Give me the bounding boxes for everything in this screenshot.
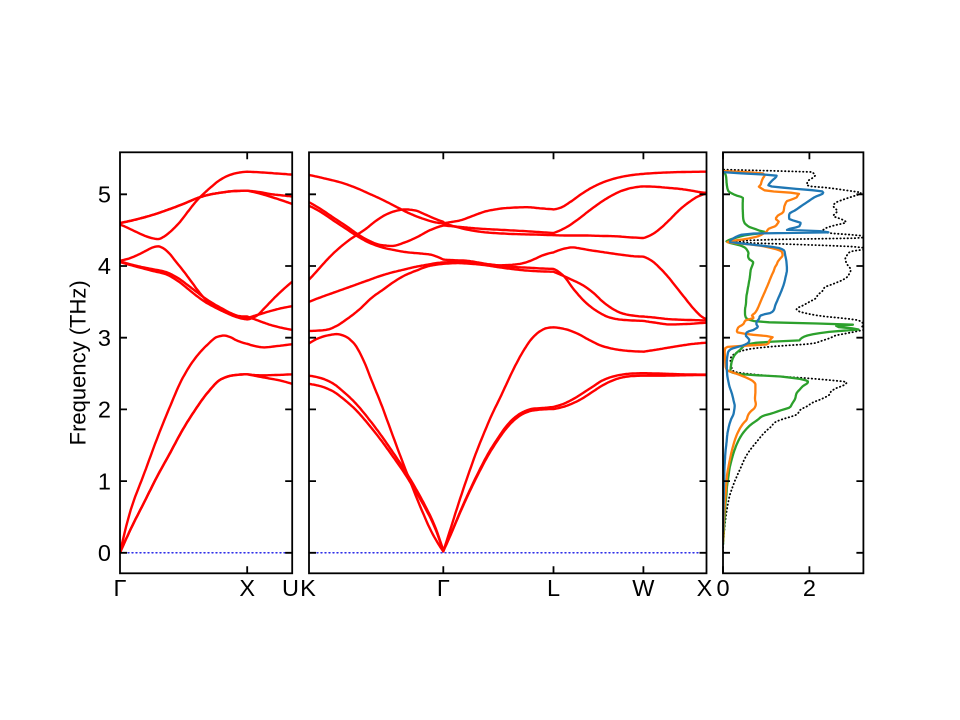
svg-text:0: 0: [716, 575, 729, 601]
svg-text:5: 5: [98, 182, 111, 208]
svg-text:L: L: [547, 575, 560, 601]
svg-text:1: 1: [98, 468, 111, 494]
svg-text:Γ: Γ: [114, 575, 127, 601]
svg-text:2: 2: [98, 397, 111, 423]
svg-text:X: X: [239, 575, 255, 601]
svg-text:Frequency (THz): Frequency (THz): [66, 280, 91, 445]
svg-text:4: 4: [98, 253, 111, 279]
svg-text:K: K: [300, 575, 316, 601]
svg-text:0: 0: [98, 540, 111, 566]
svg-text:3: 3: [98, 325, 111, 351]
svg-text:U: U: [282, 575, 299, 601]
svg-text:X: X: [697, 575, 713, 601]
svg-text:W: W: [632, 575, 655, 601]
svg-text:2: 2: [803, 575, 816, 601]
svg-text:Γ: Γ: [437, 575, 450, 601]
